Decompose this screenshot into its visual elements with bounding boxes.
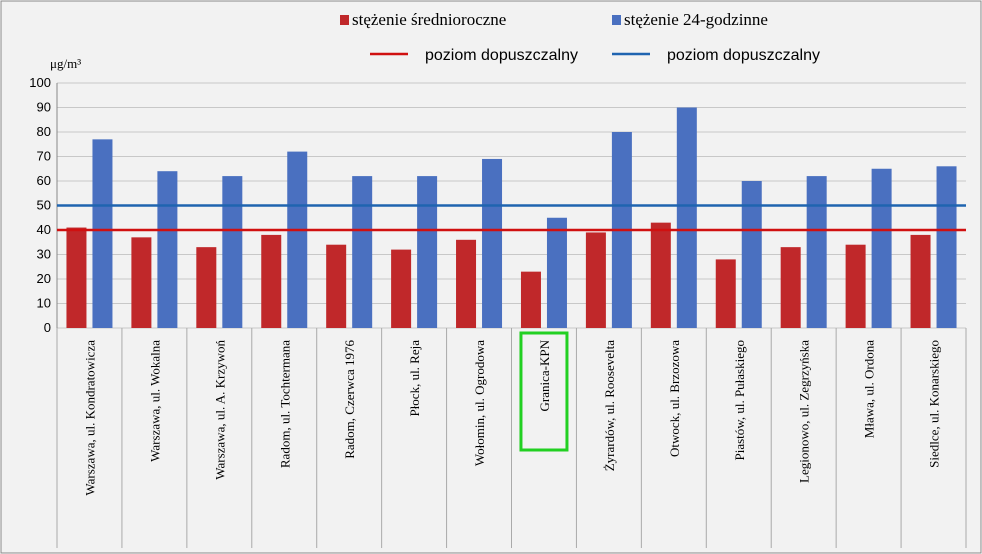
y-tick-label: 50: [37, 198, 51, 213]
x-tick-label: Piastów, ul. Pułaskiego: [732, 340, 747, 461]
bar: [352, 176, 373, 328]
bar: [287, 151, 308, 328]
highlight-box: [519, 331, 569, 452]
bar: [520, 271, 541, 328]
y-tick-label: 60: [37, 173, 51, 188]
x-tick-label: Otwock, ul. Brzozowa: [667, 340, 682, 457]
x-tick-label: Mława, ul. Ordona: [862, 340, 877, 438]
legend-swatch: [612, 15, 621, 25]
bar: [196, 247, 217, 328]
legend-label: poziom dopuszczalny: [667, 47, 820, 64]
bar: [222, 176, 243, 328]
x-tick-label: Granica-KPN: [537, 339, 552, 411]
x-tick-label: Legionowo, ul. Zegrzyńska: [797, 340, 812, 483]
legend-swatch: [340, 15, 349, 25]
x-tick-label: Płock, ul. Reja: [407, 340, 422, 417]
bar: [676, 107, 697, 328]
bar: [456, 239, 477, 328]
y-tick-label: 100: [29, 75, 51, 90]
y-tick-label: 10: [37, 296, 51, 311]
bar: [131, 237, 152, 328]
legend-label: poziom dopuszczalny: [425, 47, 578, 64]
y-tick-label: 40: [37, 222, 51, 237]
x-tick-label: Siedlce, ul. Konarskiego: [927, 340, 942, 468]
bar: [715, 259, 736, 328]
x-tick-label: Warszawa, ul. Wokalna: [147, 340, 162, 462]
y-unit: μg/m³: [50, 56, 81, 71]
bar: [261, 234, 282, 328]
bar: [585, 232, 606, 328]
bar: [871, 168, 892, 328]
y-tick-label: 90: [37, 100, 51, 115]
x-tick-label: Warszawa, ul. Kondratowicza: [82, 340, 97, 496]
bar: [326, 244, 347, 328]
legend-label: stężenie średnioroczne: [352, 10, 506, 29]
x-tick-label: Radom, ul. Tochtermana: [277, 340, 292, 468]
y-tick-label: 70: [37, 149, 51, 164]
bar: [910, 234, 931, 328]
bar: [66, 227, 87, 328]
bar: [92, 139, 113, 328]
x-tick-label: Wołomin, ul. Ogrodowa: [472, 340, 487, 466]
bar: [741, 181, 762, 328]
bar: [157, 171, 178, 328]
y-tick-label: 0: [44, 320, 51, 335]
bar: [417, 176, 438, 328]
bar: [650, 222, 671, 328]
bar: [936, 166, 957, 328]
bar: [482, 158, 503, 328]
y-tick-label: 80: [37, 124, 51, 139]
x-tick-label: Warszawa, ul. A. Krzywoń: [212, 340, 227, 480]
x-tick-label: Żyrardów, ul. Roosevelta: [602, 340, 617, 472]
x-tick-label: Radom, Czerwca 1976: [342, 340, 357, 459]
bar: [391, 249, 412, 328]
bar: [546, 217, 567, 328]
bar: [845, 244, 866, 328]
bar: [806, 176, 827, 328]
bar: [780, 247, 801, 328]
y-tick-label: 30: [37, 247, 51, 262]
y-tick-label: 20: [37, 271, 51, 286]
legend-label: stężenie 24-godzinne: [624, 10, 768, 29]
